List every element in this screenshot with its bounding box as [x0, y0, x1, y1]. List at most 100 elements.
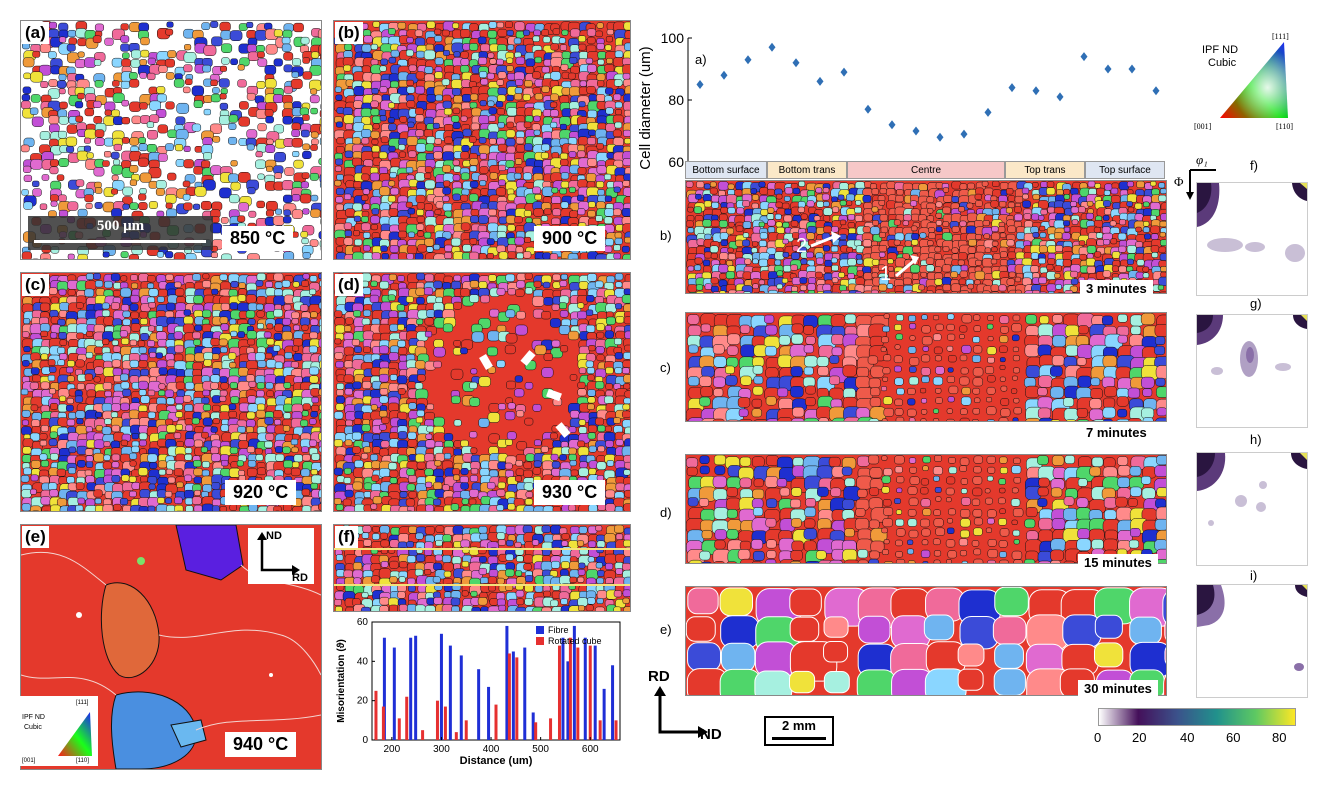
- legend-swatch: [536, 637, 544, 645]
- axis-nd-label: ND: [266, 530, 282, 542]
- x-tick-label: 300: [433, 744, 450, 755]
- bar-fibre: [477, 669, 481, 740]
- time-label-e: 30 minutes: [1078, 680, 1158, 697]
- colorbar-tick-40: 40: [1180, 730, 1195, 745]
- y-tick-label: 80: [668, 92, 684, 108]
- ipf-small-110: [110]: [76, 758, 89, 764]
- x-axis-label: Distance (um): [460, 755, 533, 767]
- pf-label-f: f): [1250, 158, 1258, 173]
- x-tick-label: 200: [383, 744, 400, 755]
- data-point: [840, 67, 848, 77]
- y-tick-label: 100: [661, 30, 685, 46]
- arrow-label-1: 1: [880, 263, 892, 285]
- temp-label-c: 920 °C: [225, 480, 297, 505]
- zone-top-trans: Top trans: [1005, 161, 1085, 179]
- panel-label-d: (d): [335, 274, 363, 296]
- data-point: [888, 120, 896, 130]
- data-point: [768, 42, 776, 52]
- bar-rotated-cube: [598, 720, 602, 740]
- data-point: [1104, 64, 1112, 74]
- ipf-small-sub: Cubic: [24, 724, 42, 731]
- colorbar-tick-60: 60: [1226, 730, 1241, 745]
- strip-label-c: c): [660, 360, 671, 375]
- ebsd-map-d: [333, 272, 631, 512]
- bar-rotated-cube: [464, 720, 468, 740]
- bar-rotated-cube: [435, 700, 439, 740]
- bar-rotated-cube: [454, 732, 458, 740]
- pf-label-h: h): [1250, 432, 1262, 447]
- strip-label-d: d): [660, 505, 672, 520]
- zone-bar: Bottom surface Bottom trans Centre Top t…: [685, 161, 1165, 179]
- data-point: [1032, 86, 1040, 96]
- data-point: [1056, 92, 1064, 102]
- bar-fibre: [439, 633, 443, 740]
- Phi-label: Φ: [1174, 174, 1184, 189]
- panel-label-f: (f): [335, 526, 358, 548]
- bar-rotated-cube: [507, 653, 511, 740]
- bar-rotated-cube: [549, 718, 553, 740]
- data-point: [1152, 86, 1160, 96]
- ipf-001: [001]: [1194, 122, 1212, 131]
- bar-fibre: [487, 686, 491, 740]
- colorbar-tick-0: 0: [1094, 730, 1102, 745]
- bar-rotated-cube: [614, 720, 618, 740]
- scale-bar-line: [34, 240, 206, 243]
- misorientation-chart: 200 300 400 500 600 0 20 40 60 Distance (um) Misor…: [336, 617, 621, 767]
- data-point: [744, 55, 752, 65]
- nd-rd-axes: ND RD: [248, 528, 314, 584]
- ipf-small-title: IPF ND: [22, 714, 45, 721]
- y-tick-label: 40: [357, 656, 369, 667]
- y-axis-label: Cell diameter (um): [637, 46, 654, 169]
- pole-figure-h: [1196, 452, 1308, 566]
- bar-fibre: [561, 637, 565, 740]
- panel-label-b: (b): [335, 22, 363, 44]
- zone-centre: Centre: [847, 161, 1005, 179]
- ipf-legend-small: IPF ND Cubic [111] [001] [110]: [20, 696, 98, 766]
- pole-figure-i: [1196, 584, 1308, 698]
- temp-label-a: 850 °C: [222, 226, 294, 251]
- bar-fibre: [414, 635, 418, 740]
- scale-bar-2mm: 2 mm: [764, 716, 834, 746]
- bar-fibre: [593, 645, 597, 740]
- bar-fibre: [566, 661, 570, 740]
- pf-label-g: g): [1250, 296, 1262, 311]
- axis-rd: RD: [648, 668, 670, 685]
- grain-texture: [21, 273, 321, 511]
- x-tick-label: 500: [532, 744, 549, 755]
- zone-bottom-trans: Bottom trans: [767, 161, 847, 179]
- strip-d: [685, 454, 1167, 564]
- ipf-small-111: [111]: [76, 700, 89, 706]
- bar-fibre: [523, 647, 527, 740]
- zone-top-surface: Top surface: [1085, 161, 1165, 179]
- ipf-111: [111]: [1272, 32, 1289, 41]
- cell-diameter-chart: 60 80 100 Cell diameter (um): [637, 30, 1160, 170]
- x-tick-label: 600: [582, 744, 599, 755]
- strip-label-e: e): [660, 622, 672, 637]
- scale-bar-label: 500 μm: [96, 218, 145, 234]
- bar-fibre: [611, 665, 615, 740]
- phi1-label: φ₁: [1196, 152, 1208, 167]
- bar-fibre: [572, 625, 576, 740]
- scale-2mm-label: 2 mm: [782, 718, 816, 733]
- data-point: [960, 129, 968, 139]
- strip-e: [685, 586, 1167, 696]
- bar-rotated-cube: [397, 718, 401, 740]
- data-point: [792, 58, 800, 68]
- y-axis-label: Misorientation (ϑ): [336, 639, 347, 723]
- panel-label-a: (a): [22, 22, 49, 44]
- rd-nd-axes: RD ND: [648, 668, 728, 744]
- temp-label-b: 900 °C: [534, 226, 606, 251]
- ipf-title: IPF ND: [1202, 44, 1239, 56]
- sub-label-a: a): [695, 52, 707, 67]
- panel-label-e: (e): [22, 526, 49, 548]
- ebsd-map-b: [333, 20, 631, 260]
- bar-fibre: [531, 712, 535, 740]
- grain-texture: [334, 21, 630, 259]
- bar-fibre: [602, 688, 606, 740]
- bar-rotated-cube: [405, 696, 409, 740]
- bar-rotated-cube: [588, 645, 592, 740]
- strip-c: [685, 312, 1167, 422]
- axis-nd: ND: [700, 726, 722, 743]
- data-point: [864, 104, 872, 114]
- bar-rotated-cube: [381, 706, 385, 740]
